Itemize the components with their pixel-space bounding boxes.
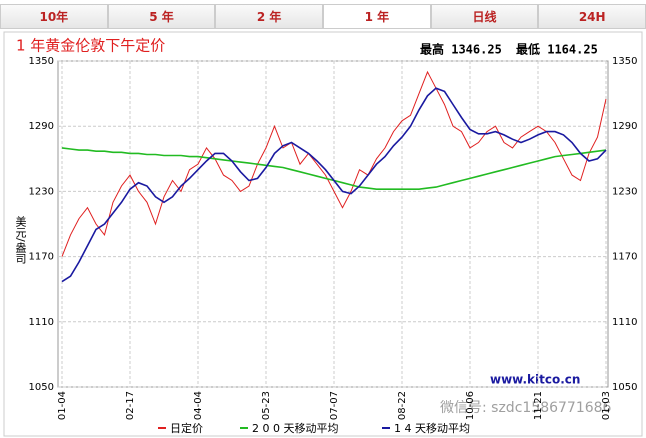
y2-tick-label: 1110	[612, 317, 637, 328]
tab[interactable]: 日线	[430, 4, 539, 28]
x-tick-label: 10-06	[465, 391, 476, 420]
high-label: 最高 1346.25	[420, 42, 502, 57]
overlay-text: 微信号: szdc1586771686	[440, 400, 612, 416]
tab[interactable]: 5 年	[107, 4, 216, 28]
tab[interactable]: 1 年	[323, 4, 431, 28]
line-series	[61, 87, 607, 283]
tab[interactable]: 24H	[538, 4, 646, 28]
x-tick-label: 01-04	[57, 391, 68, 420]
y2-tick-label: 1350	[612, 56, 637, 67]
x-tick-label: 11-21	[533, 391, 544, 420]
y-tick-label: 1170	[29, 252, 54, 263]
x-tick-label: 01-03	[601, 391, 612, 420]
y-tick-label: 1230	[29, 186, 54, 197]
tab[interactable]: 10年	[0, 4, 108, 28]
y-tick-label: 1050	[29, 382, 54, 393]
y-axis-label: 美元/盎司	[14, 216, 27, 264]
legend-label: 2 0 0 天移动平均	[252, 422, 339, 435]
y-tick-label: 1350	[29, 56, 54, 67]
chart-frame	[3, 31, 643, 437]
y2-tick-label: 1290	[612, 121, 637, 132]
chart: 1 年黄金伦敦下午定价 最高 1346.25 最低 1164.25 www.ki…	[3, 31, 643, 437]
x-tick-label: 04-04	[193, 391, 204, 420]
y2-tick-label: 1050	[612, 382, 637, 393]
y-tick-label: 1290	[29, 121, 54, 132]
chart-title: 1 年黄金伦敦下午定价	[16, 37, 165, 55]
x-tick-label: 07-07	[329, 391, 340, 420]
x-tick-label: 08-22	[397, 391, 408, 420]
legend-label: 日定价	[170, 421, 203, 435]
line-series	[61, 70, 607, 257]
y2-tick-label: 1230	[612, 186, 637, 197]
legend-label: 1 4 天移动平均	[394, 422, 470, 435]
tab[interactable]: 2 年	[215, 4, 324, 28]
y-tick-label: 1110	[29, 317, 54, 328]
x-tick-label: 02-17	[125, 391, 136, 420]
watermark: www.kitco.cn	[490, 373, 580, 387]
x-tick-label: 05-23	[261, 391, 272, 420]
low-label: 最低 1164.25	[516, 42, 598, 57]
y2-tick-label: 1170	[612, 252, 637, 263]
